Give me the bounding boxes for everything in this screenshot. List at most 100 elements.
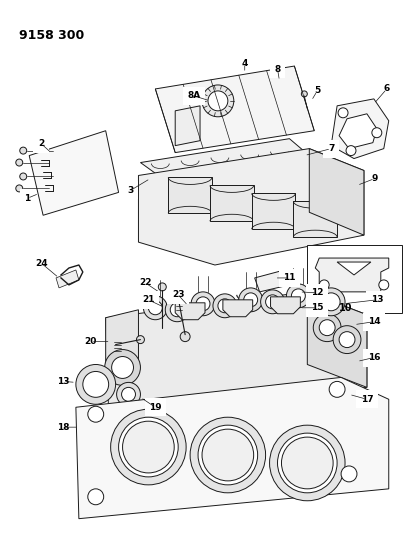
Circle shape <box>122 387 136 401</box>
Circle shape <box>117 382 141 406</box>
Text: 7: 7 <box>328 144 334 153</box>
Polygon shape <box>106 310 139 367</box>
Circle shape <box>122 421 174 473</box>
Circle shape <box>333 326 361 353</box>
Text: 14: 14 <box>367 317 380 326</box>
Text: 4: 4 <box>242 59 248 68</box>
Polygon shape <box>309 149 364 235</box>
Circle shape <box>322 293 340 311</box>
Circle shape <box>379 280 389 290</box>
Polygon shape <box>337 262 371 275</box>
Text: 1: 1 <box>24 194 30 203</box>
Polygon shape <box>210 185 254 221</box>
Polygon shape <box>168 177 212 213</box>
Polygon shape <box>175 106 200 146</box>
Circle shape <box>319 320 335 336</box>
Circle shape <box>346 146 356 156</box>
Text: 9: 9 <box>372 174 378 183</box>
Text: 23: 23 <box>172 290 185 300</box>
Polygon shape <box>106 292 367 414</box>
Circle shape <box>76 365 115 404</box>
Text: 15: 15 <box>311 303 323 312</box>
Circle shape <box>308 286 332 310</box>
Circle shape <box>202 85 234 117</box>
Circle shape <box>88 489 104 505</box>
Circle shape <box>143 296 167 320</box>
Circle shape <box>148 301 162 315</box>
Circle shape <box>165 298 189 322</box>
Circle shape <box>198 425 258 485</box>
Circle shape <box>339 332 355 348</box>
Text: 8A: 8A <box>187 91 201 100</box>
Polygon shape <box>270 297 300 314</box>
Text: 6: 6 <box>383 84 390 93</box>
Circle shape <box>270 425 345 501</box>
Circle shape <box>190 417 266 493</box>
Circle shape <box>329 382 345 397</box>
Polygon shape <box>141 139 309 181</box>
Polygon shape <box>155 66 314 152</box>
Polygon shape <box>76 377 389 519</box>
Circle shape <box>20 173 27 180</box>
Circle shape <box>282 437 333 489</box>
Polygon shape <box>223 300 253 317</box>
Text: 13: 13 <box>57 377 69 386</box>
Circle shape <box>202 429 254 481</box>
Circle shape <box>301 91 307 97</box>
Circle shape <box>16 185 23 192</box>
Text: 13: 13 <box>371 295 383 304</box>
Circle shape <box>213 294 237 318</box>
Circle shape <box>286 284 310 308</box>
Circle shape <box>112 357 134 378</box>
Circle shape <box>119 417 178 477</box>
Text: 16: 16 <box>367 353 380 362</box>
Text: 21: 21 <box>142 295 155 304</box>
Text: 19: 19 <box>149 403 162 412</box>
Polygon shape <box>252 193 296 229</box>
Circle shape <box>88 406 104 422</box>
Circle shape <box>20 147 27 154</box>
Text: 5: 5 <box>314 86 320 95</box>
Text: 12: 12 <box>311 288 323 297</box>
Circle shape <box>313 314 341 342</box>
Polygon shape <box>139 149 364 265</box>
Circle shape <box>313 291 327 305</box>
Circle shape <box>319 280 329 290</box>
Circle shape <box>208 91 228 111</box>
Text: 3: 3 <box>127 186 134 195</box>
Circle shape <box>136 336 144 344</box>
Circle shape <box>317 288 345 316</box>
Circle shape <box>16 159 23 166</box>
Polygon shape <box>56 270 79 288</box>
Circle shape <box>191 292 215 316</box>
Polygon shape <box>339 114 377 149</box>
Circle shape <box>158 283 166 291</box>
Circle shape <box>338 108 348 118</box>
Circle shape <box>180 332 190 342</box>
Circle shape <box>239 288 263 312</box>
Polygon shape <box>293 201 337 237</box>
Circle shape <box>277 433 337 493</box>
Circle shape <box>291 289 305 303</box>
Text: 20: 20 <box>85 337 97 346</box>
Circle shape <box>170 303 184 317</box>
Circle shape <box>196 297 210 311</box>
Bar <box>307 245 402 313</box>
Polygon shape <box>255 270 289 292</box>
Polygon shape <box>175 303 205 320</box>
Circle shape <box>341 466 357 482</box>
Text: 24: 24 <box>35 259 47 268</box>
Text: 9158 300: 9158 300 <box>19 29 85 42</box>
Circle shape <box>372 128 382 138</box>
Circle shape <box>261 290 284 314</box>
Text: 2: 2 <box>38 139 44 148</box>
Circle shape <box>266 295 279 309</box>
Text: 10: 10 <box>339 303 353 313</box>
Circle shape <box>105 350 141 385</box>
Text: 17: 17 <box>360 395 373 404</box>
Polygon shape <box>307 292 367 387</box>
Text: 22: 22 <box>139 278 152 287</box>
Text: 8: 8 <box>275 64 281 74</box>
Circle shape <box>244 293 258 307</box>
Circle shape <box>83 372 109 397</box>
